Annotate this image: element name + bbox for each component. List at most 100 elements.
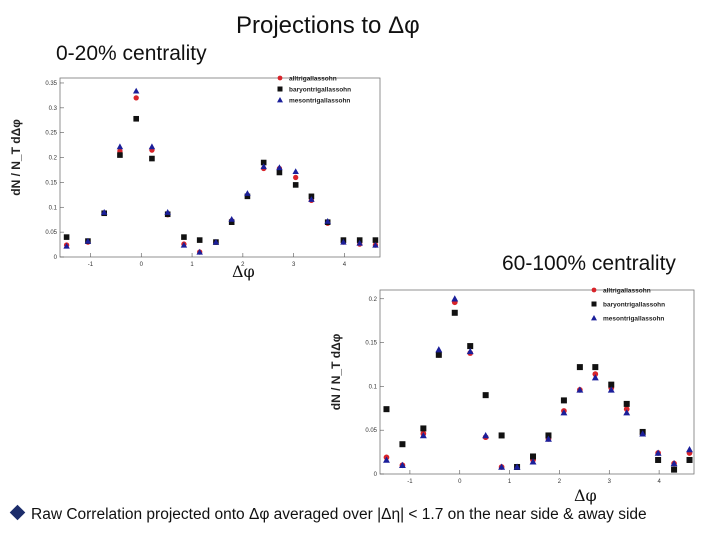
right-point-mesontrigallassohn [435, 346, 443, 353]
left-point-mesontrigallassohn [292, 168, 299, 175]
right-ytick-label: 0 [374, 472, 378, 478]
left-point-baryontrigallassohn [260, 159, 267, 166]
left-legend-marker [277, 75, 283, 81]
left-point-baryontrigallassohn [63, 234, 70, 240]
right-point-baryontrigallassohn [467, 343, 474, 350]
left-legend-label: baryontrigallassohn [289, 86, 351, 93]
right-point-baryontrigallassohn [545, 432, 552, 439]
left-point-mesontrigallassohn [212, 238, 220, 245]
left-panel-label: 0-20% centrality [56, 42, 207, 65]
right-ytick-label: 0.15 [365, 341, 377, 347]
left-point-mesontrigallassohn [100, 209, 108, 215]
left-point-mesontrigallassohn [164, 209, 171, 215]
left-point-mesontrigallassohn [148, 143, 156, 150]
right-point-mesontrigallassohn [398, 461, 406, 468]
right-point-baryontrigallassohn [592, 364, 599, 371]
left-point-mesontrigallassohn [180, 241, 188, 248]
left-point-mesontrigallassohn [372, 241, 379, 248]
right-point-baryontrigallassohn [560, 397, 567, 404]
left-legend-marker [277, 86, 283, 92]
right-legend-label: baryontrigallassohn [603, 301, 665, 308]
right-point-baryontrigallassohn [671, 466, 678, 473]
left-point-mesontrigallassohn [340, 238, 347, 245]
left-frame [59, 77, 381, 258]
right-point-mesontrigallassohn [498, 463, 506, 470]
right-point-alltrigallassohn [592, 371, 599, 377]
left-point-baryontrigallassohn [228, 219, 235, 225]
right-ytick-label: 0.1 [369, 384, 378, 390]
right-legend-marker [591, 301, 597, 307]
right-point-baryontrigallassohn [498, 432, 505, 439]
left-ytick-label: 0.05 [45, 230, 57, 236]
right-xtick-label: 4 [657, 479, 661, 485]
right-point-mesontrigallassohn [639, 430, 647, 437]
left-point-baryontrigallassohn [181, 234, 187, 240]
right-point-mesontrigallassohn [591, 374, 599, 381]
left-point-baryontrigallassohn [276, 169, 283, 176]
right-xtick-label: 3 [608, 479, 612, 485]
left-xtick-label: 0 [140, 262, 144, 268]
right-point-baryontrigallassohn [623, 400, 630, 407]
left-point-mesontrigallassohn [356, 239, 363, 246]
x-axis-label-right: Δφ [574, 486, 597, 505]
right-point-mesontrigallassohn [466, 347, 474, 355]
right-point-mesontrigallassohn [383, 456, 390, 463]
left-point-baryontrigallassohn [372, 237, 379, 243]
left-point-baryontrigallassohn [133, 115, 139, 122]
left-ytick-label: 0.35 [45, 81, 57, 87]
left-xtick-label: 4 [343, 262, 347, 268]
left-xtick-label: 2 [241, 262, 245, 268]
right-point-alltrigallassohn [623, 406, 630, 413]
left-point-mesontrigallassohn [324, 217, 331, 224]
right-xtick-label: 0 [458, 479, 462, 485]
chart-60-100-centrality: 0 0.05 0.1 0.15 0.2 -1 0 1 2 3 4 dN / N_T dΔφ alltri… [329, 287, 695, 485]
left-point-baryontrigallassohn [149, 155, 155, 162]
right-legend-marker [591, 315, 597, 321]
right-point-mesontrigallassohn [451, 295, 459, 302]
left-ytick-label: 0.2 [49, 156, 58, 162]
right-point-mesontrigallassohn [686, 446, 693, 453]
right-point-baryontrigallassohn [399, 441, 406, 448]
left-point-mesontrigallassohn [244, 190, 251, 196]
right-point-baryontrigallassohn [608, 381, 615, 388]
left-point-baryontrigallassohn [292, 182, 299, 188]
right-xtick-label: 1 [508, 479, 512, 485]
right-point-mesontrigallassohn [545, 435, 552, 442]
right-point-mesontrigallassohn [670, 460, 678, 467]
right-point-baryontrigallassohn [451, 309, 458, 316]
left-xtick-label: 3 [292, 262, 296, 268]
right-point-mesontrigallassohn [654, 449, 662, 456]
left-point-mesontrigallassohn [308, 196, 315, 202]
left-point-mesontrigallassohn [132, 87, 140, 94]
left-point-mesontrigallassohn [84, 237, 92, 244]
right-legend-marker [591, 287, 597, 293]
right-frame [379, 289, 695, 475]
chart-0-20-centrality: 0 0.05 0.1 0.15 0.2 0.25 0.3 0.35 -1 0 1 2 3 4 dN / N_… [9, 75, 381, 268]
left-point-baryontrigallassohn [196, 237, 203, 243]
left-point-mesontrigallassohn [228, 215, 235, 222]
left-point-mesontrigallassohn [196, 248, 203, 255]
right-point-mesontrigallassohn [529, 458, 537, 465]
left-point-baryontrigallassohn [244, 193, 251, 200]
left-point-baryontrigallassohn [117, 152, 123, 158]
right-ytick-label: 0.2 [369, 297, 378, 303]
right-point-baryontrigallassohn [686, 456, 693, 463]
left-xtick-label: -1 [88, 262, 94, 268]
left-xtick-label: 1 [190, 262, 194, 268]
right-point-baryontrigallassohn [435, 351, 442, 358]
left-legend-marker [277, 97, 283, 103]
right-xtick-label: -1 [407, 479, 413, 485]
x-axis-label-left: Δφ [232, 262, 255, 281]
left-legend-label: mesontrigallassohn [289, 97, 350, 104]
left-ytick-label: 0.15 [45, 180, 57, 186]
left-point-mesontrigallassohn [63, 242, 70, 249]
right-point-mesontrigallassohn [576, 386, 584, 393]
left-point-mesontrigallassohn [276, 164, 283, 171]
right-point-mesontrigallassohn [623, 409, 631, 416]
right-point-baryontrigallassohn [482, 392, 489, 399]
left-point-mesontrigallassohn [116, 143, 124, 150]
left-ytick-label: 0.25 [45, 131, 57, 137]
right-point-mesontrigallassohn [560, 409, 568, 416]
right-y-axis-label: dN / N_T dΔφ [329, 333, 343, 410]
right-point-baryontrigallassohn [655, 456, 662, 463]
